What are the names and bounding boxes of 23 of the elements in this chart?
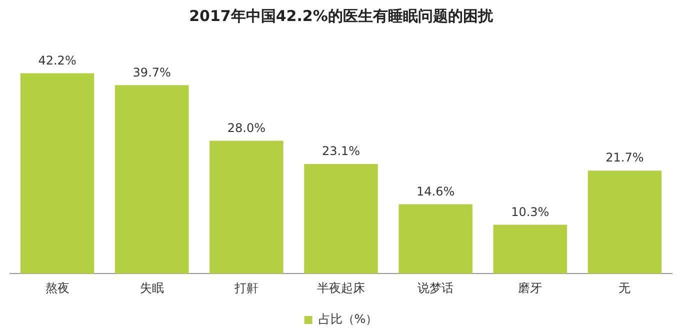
x-tick-label: 失眠 — [140, 280, 164, 295]
bar — [20, 73, 94, 274]
x-tick-label: 无 — [618, 280, 631, 295]
bar — [114, 85, 189, 274]
x-tick-label: 打鼾 — [233, 280, 258, 295]
x-tick-label: 说梦话 — [418, 280, 454, 295]
bar — [304, 164, 378, 274]
data-label: 42.2% — [38, 53, 76, 68]
bar — [210, 140, 284, 274]
bar — [398, 204, 472, 274]
x-tick-label: 半夜起床 — [317, 280, 365, 295]
bar — [588, 170, 662, 274]
legend-label: 占比（%） — [318, 312, 378, 326]
chart-title: 2017年中国42.2%的医生有睡眠问题的困扰 — [189, 6, 494, 25]
data-label: 21.7% — [606, 150, 644, 165]
data-label: 28.0% — [227, 120, 266, 135]
data-label: 10.3% — [511, 204, 550, 219]
x-tick-label: 熬夜 — [45, 280, 70, 295]
data-label: 23.1% — [322, 144, 360, 158]
x-tick-label: 磨牙 — [518, 280, 542, 295]
bar — [493, 224, 568, 274]
data-label: 39.7% — [132, 65, 171, 80]
data-label: 14.6% — [416, 184, 455, 198]
